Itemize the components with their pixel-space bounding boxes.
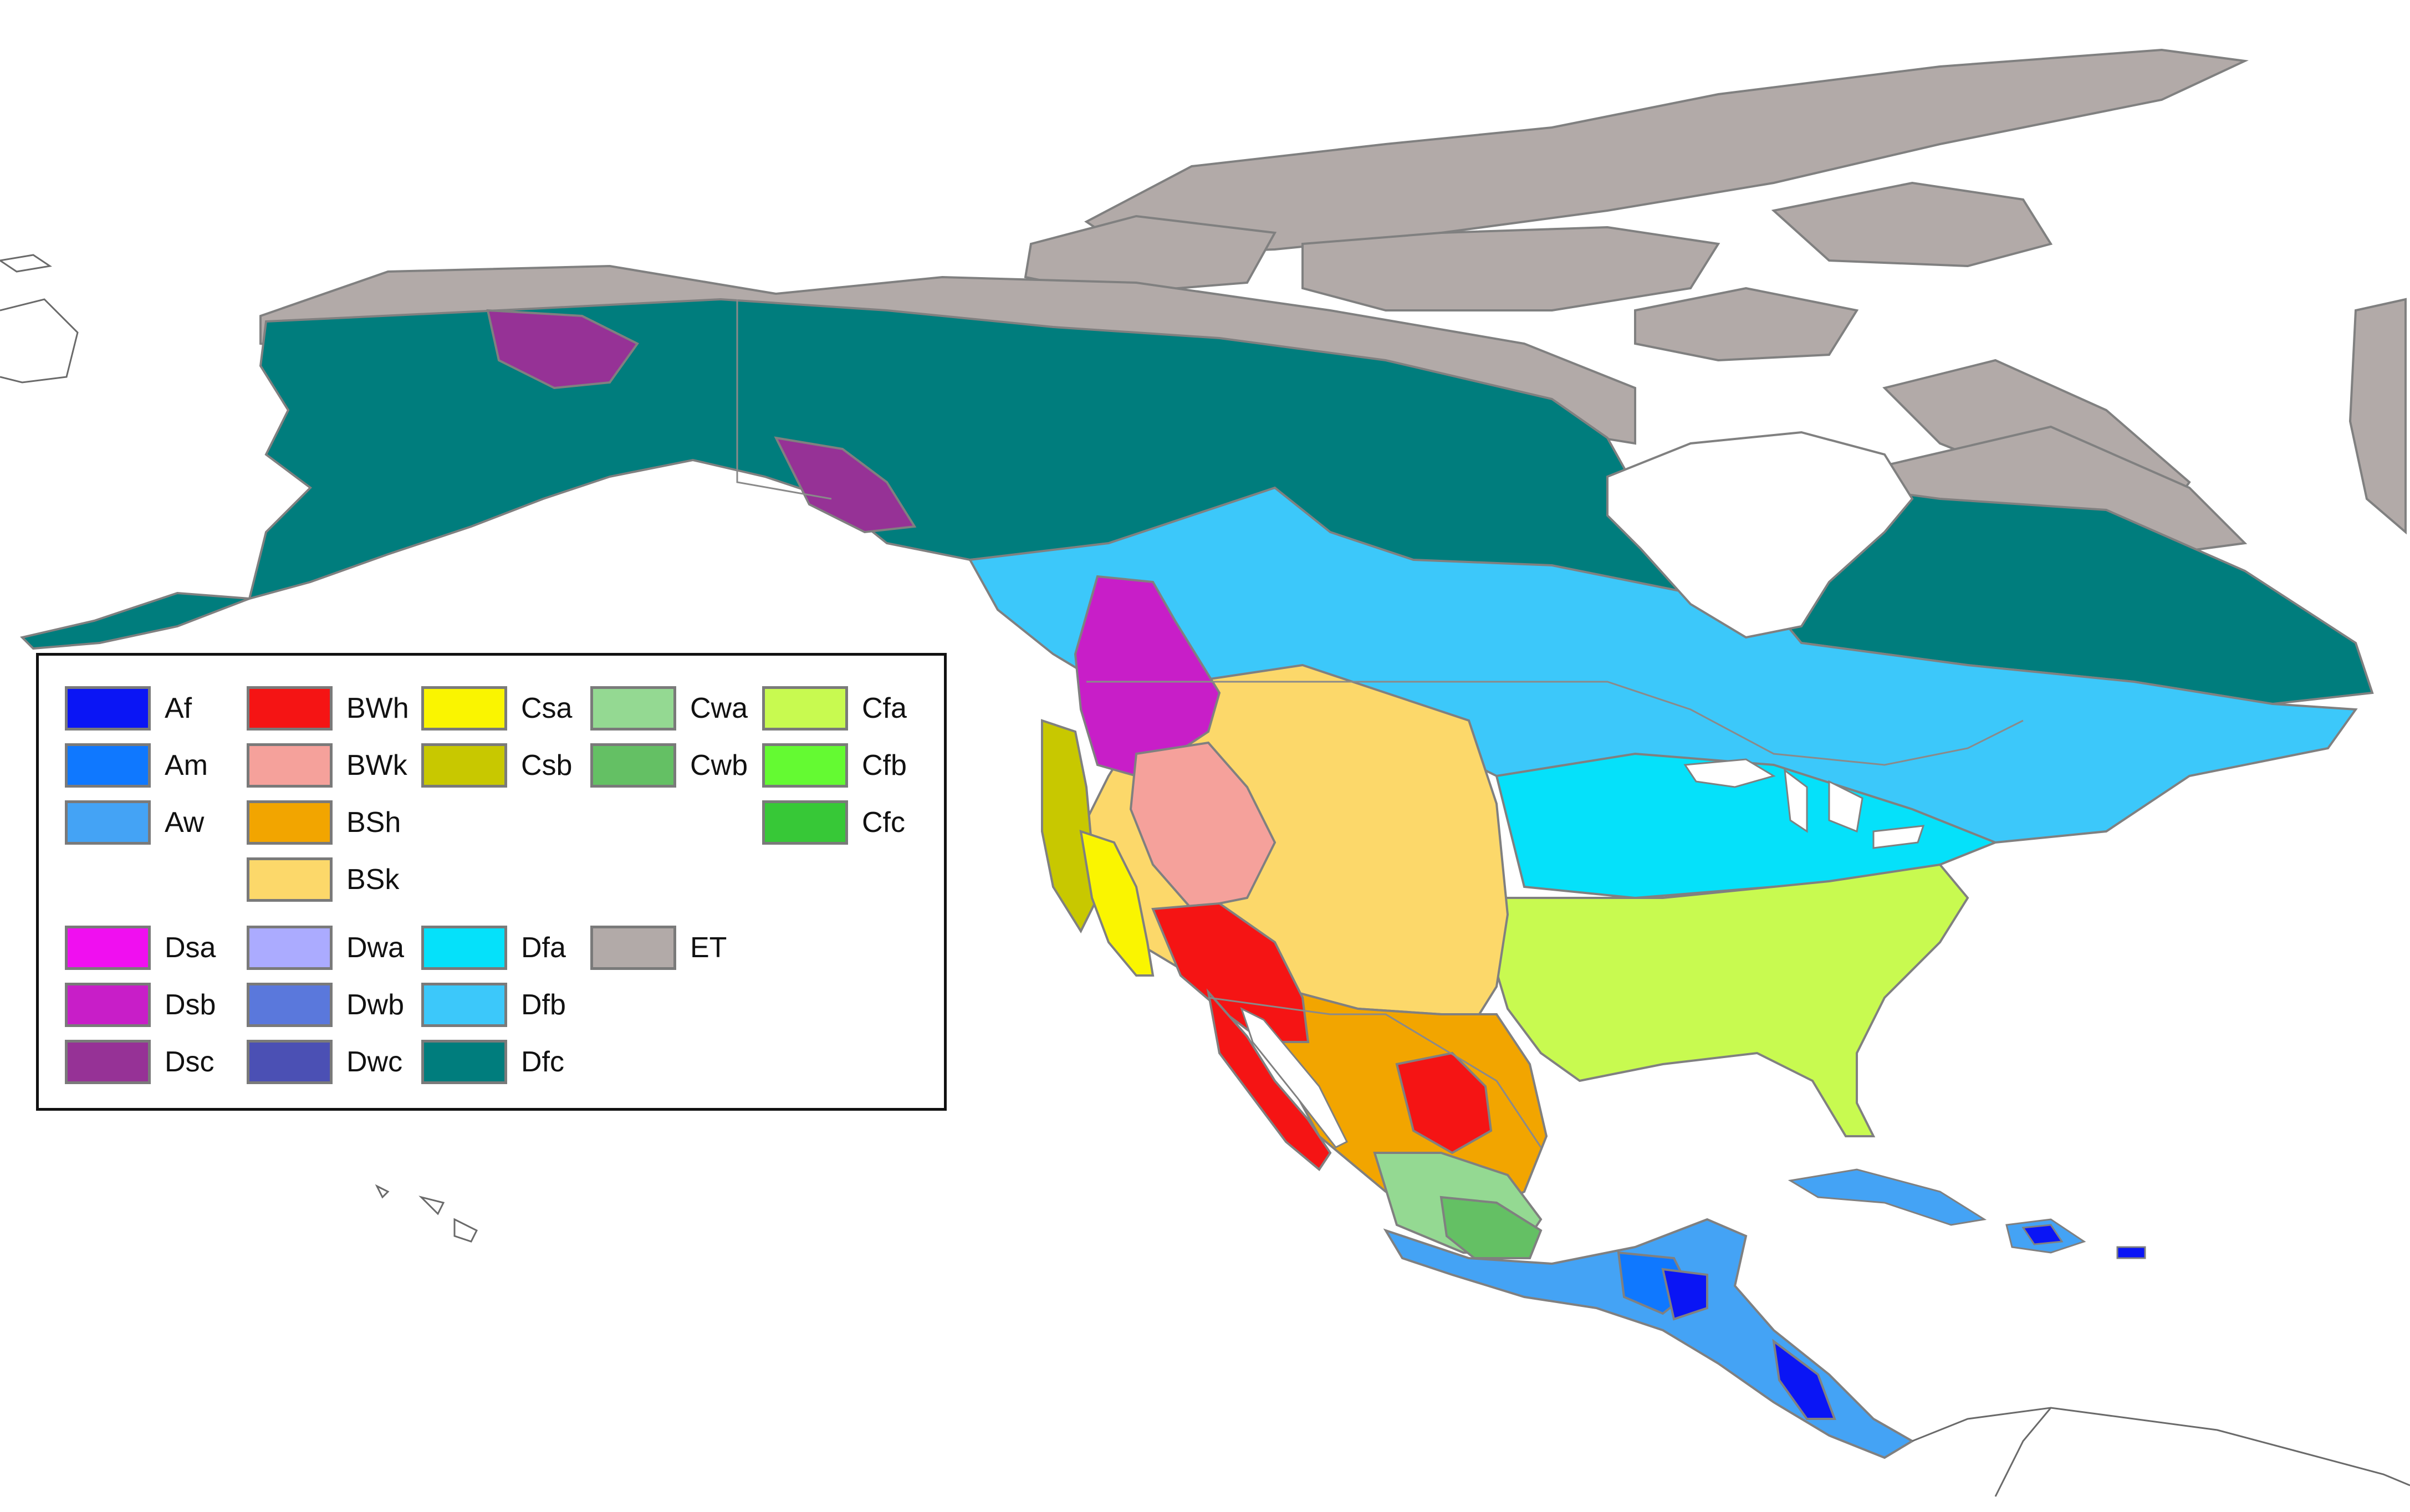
- legend-label-bwk: BWk: [346, 749, 407, 781]
- legend-label-dwb: Dwb: [346, 989, 405, 1021]
- swatch-am: [65, 743, 151, 788]
- swatch-dwa: [247, 926, 333, 970]
- legend-label-csb: Csb: [521, 749, 573, 781]
- swatch-dfa: [421, 926, 507, 970]
- legend-label-cfb: Cfb: [862, 749, 907, 781]
- legend-label-dfc: Dfc: [521, 1046, 564, 1078]
- swatch-dsa: [65, 926, 151, 970]
- legend: Af Am Aw BWh BWk BSh BSk Csa Csb Cwa Cwb: [36, 653, 947, 1111]
- swatch-bsk: [247, 857, 333, 902]
- country-borders: [736, 299, 2024, 1148]
- legend-label-bwh: BWh: [346, 692, 409, 724]
- swatch-et: [590, 926, 676, 970]
- swatch-dfc: [421, 1040, 507, 1084]
- swatch-cfc: [762, 800, 848, 845]
- legend-label-cfc: Cfc: [862, 806, 905, 839]
- swatch-cwb: [590, 743, 676, 788]
- swatch-dsb: [65, 983, 151, 1027]
- legend-label-bsk: BSk: [346, 864, 400, 896]
- legend-label-dsa: Dsa: [165, 932, 216, 964]
- swatch-bwk: [247, 743, 333, 788]
- great-lakes: [1683, 758, 1925, 849]
- legend-label-cwa: Cwa: [690, 692, 748, 724]
- legend-label-bsh: BSh: [346, 806, 401, 839]
- swatch-csa: [421, 686, 507, 731]
- legend-label-af: Af: [165, 692, 192, 724]
- swatch-aw: [65, 800, 151, 845]
- hudson-bay: [1606, 431, 1914, 639]
- legend-label-cfa: Cfa: [862, 692, 907, 724]
- legend-label-am: Am: [165, 749, 208, 781]
- swatch-cfb: [762, 743, 848, 788]
- swatch-dwc: [247, 1040, 333, 1084]
- legend-label-dsc: Dsc: [165, 1046, 215, 1078]
- legend-label-aw: Aw: [165, 806, 205, 839]
- swatch-csb: [421, 743, 507, 788]
- neighbor-outlines: [0, 254, 2410, 1497]
- legend-label-et: ET: [690, 932, 727, 964]
- swatch-bsh: [247, 800, 333, 845]
- legend-label-dwc: Dwc: [346, 1046, 403, 1078]
- legend-label-dwa: Dwa: [346, 932, 405, 964]
- swatch-cwa: [590, 686, 676, 731]
- legend-label-dsb: Dsb: [165, 989, 216, 1021]
- gulf-of-california: [1240, 1007, 1349, 1148]
- swatch-cfa: [762, 686, 848, 731]
- caribbean-islands: [1788, 1168, 2146, 1259]
- swatch-dsc: [65, 1040, 151, 1084]
- swatch-dwb: [247, 983, 333, 1027]
- continent: [20, 264, 2407, 1459]
- legend-label-dfb: Dfb: [521, 989, 566, 1021]
- swatch-bwh: [247, 686, 333, 731]
- swatch-dfb: [421, 983, 507, 1027]
- legend-label-csa: Csa: [521, 692, 573, 724]
- legend-label-dfa: Dfa: [521, 932, 566, 964]
- swatch-af: [65, 686, 151, 731]
- legend-label-cwb: Cwb: [690, 749, 748, 781]
